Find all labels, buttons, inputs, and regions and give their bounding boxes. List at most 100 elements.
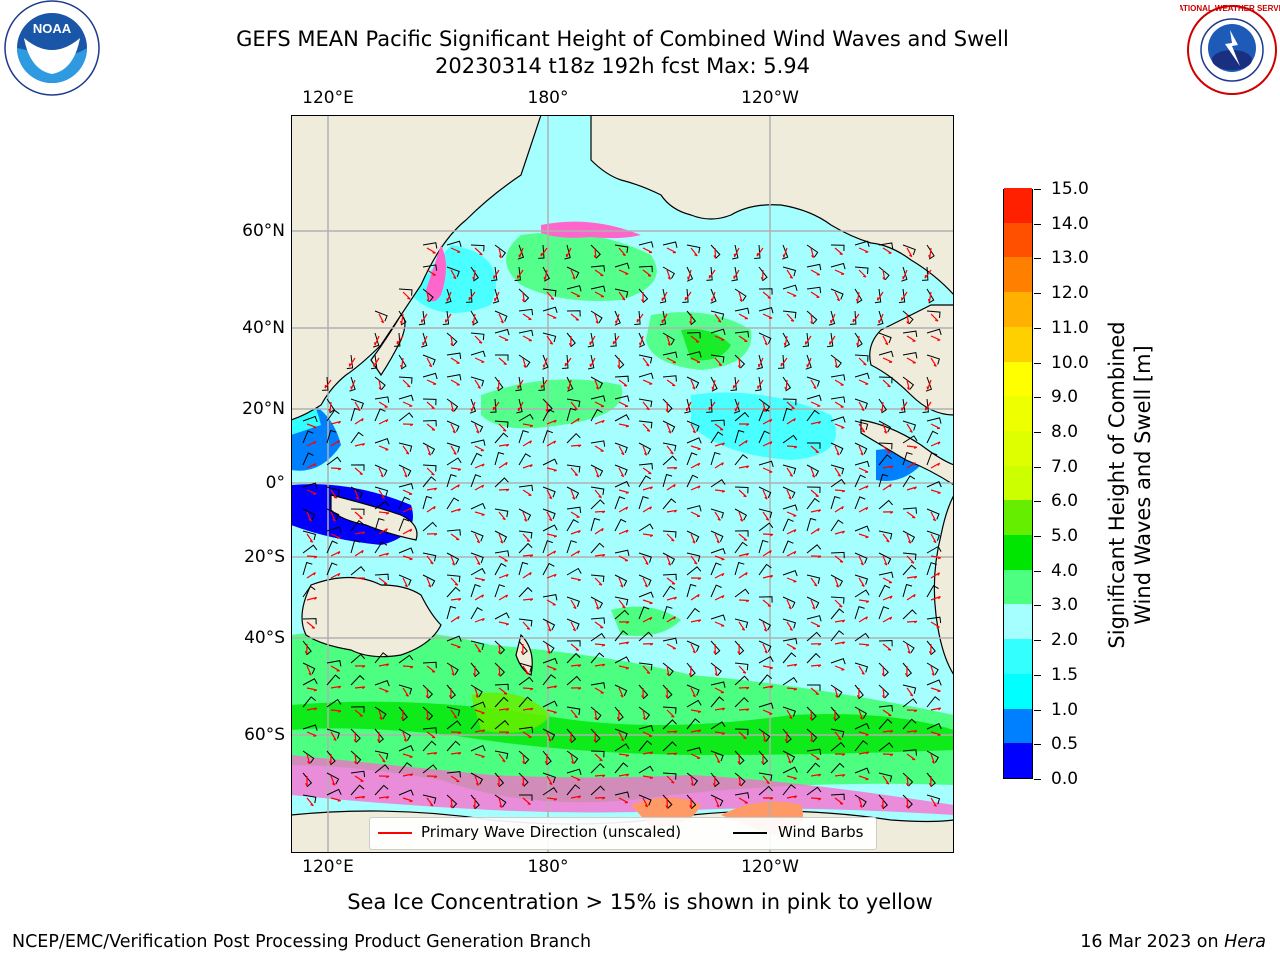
wind-barb	[446, 771, 461, 778]
wave-direction-arrow	[858, 751, 870, 755]
wave-direction-arrow	[690, 423, 697, 434]
wind-barb	[805, 354, 812, 370]
wave-direction-arrow	[810, 621, 821, 628]
wave-direction-arrow	[642, 751, 654, 755]
wave-direction-arrow	[906, 730, 918, 733]
wave-direction-arrow	[882, 247, 892, 254]
wave-direction-arrow	[426, 555, 434, 565]
wind-barb	[590, 517, 601, 532]
wave-direction-arrow	[904, 665, 908, 677]
wind-barb	[494, 310, 508, 322]
wave-direction-arrow	[738, 621, 746, 631]
wind-barb	[662, 794, 673, 809]
wave-direction-arrow	[522, 335, 533, 342]
wave-direction-arrow	[474, 484, 485, 491]
wave-direction-arrow	[858, 731, 869, 736]
wind-barb	[542, 618, 556, 631]
wind-barb	[494, 432, 509, 444]
chart-title: GEFS MEAN Pacific Significant Height of …	[236, 27, 1009, 51]
wind-barb	[638, 684, 649, 700]
wind-barb	[326, 728, 340, 739]
wave-direction-arrow	[474, 709, 485, 715]
wave-direction-arrow	[642, 467, 652, 475]
wind-barb	[566, 310, 581, 317]
wave-direction-arrow	[378, 663, 390, 667]
wave-direction-arrow	[666, 335, 671, 346]
wind-barb	[755, 376, 762, 392]
wind-barb	[566, 486, 580, 499]
wave-direction-arrow	[642, 247, 653, 254]
wave-direction-arrow	[402, 379, 411, 388]
wave-direction-arrow	[450, 775, 460, 783]
wind-barb	[542, 508, 556, 520]
wind-barb	[614, 288, 629, 298]
wave-direction-arrow	[305, 776, 308, 787]
colorbar-tick-label: 1.5	[1051, 664, 1079, 685]
wave-direction-arrow	[330, 420, 342, 425]
wave-direction-arrow	[714, 462, 724, 469]
wind-barb	[470, 502, 486, 510]
wind-barb	[758, 332, 772, 344]
wind-barb	[830, 762, 845, 774]
wind-barb	[374, 541, 388, 554]
colorbar-tick-label: 13.0	[1051, 248, 1089, 269]
wind-barb	[470, 567, 486, 576]
wave-direction-arrow	[570, 643, 580, 651]
colorbar-tick	[1034, 744, 1041, 746]
wind-barb	[806, 244, 819, 258]
wind-barb	[902, 583, 913, 598]
wind-barb	[398, 547, 414, 554]
wind-barb	[398, 464, 412, 477]
wind-barb	[830, 519, 844, 532]
wind-barb	[878, 772, 893, 782]
wave-direction-arrow	[306, 731, 317, 737]
wave-direction-arrow	[714, 489, 726, 493]
wind-barb	[446, 586, 461, 598]
wave-direction-arrow	[474, 555, 481, 566]
wind-barb	[445, 288, 452, 304]
wave-direction-arrow	[422, 335, 428, 346]
wind-barb	[491, 266, 498, 282]
wind-barb	[374, 396, 390, 403]
wind-barb	[518, 288, 530, 303]
wind-barb	[686, 662, 696, 678]
wind-barb	[926, 772, 936, 788]
wind-barb	[662, 351, 678, 358]
wave-direction-arrow	[834, 797, 844, 805]
footer-date-text: 16 Mar 2023 on	[1080, 932, 1225, 952]
wave-direction-arrow	[426, 269, 436, 276]
wave-direction-arrow	[448, 687, 452, 699]
wave-direction-arrow	[689, 797, 692, 809]
wind-barb	[662, 498, 677, 510]
wave-direction-arrow	[642, 533, 654, 537]
wind-barb	[926, 288, 935, 304]
wave-direction-arrow	[834, 269, 845, 275]
wind-barb	[922, 266, 929, 281]
wind-barb	[902, 507, 917, 514]
wind-barb	[614, 609, 630, 620]
wave-direction-arrow	[856, 335, 860, 347]
wave-direction-arrow	[834, 357, 838, 369]
wave-direction-arrow	[426, 247, 436, 254]
wind-barb	[902, 640, 915, 654]
wind-barb	[350, 784, 365, 796]
wave-direction-arrow	[402, 528, 413, 535]
wave-direction-arrow	[594, 599, 600, 610]
wind-barb	[470, 332, 485, 341]
wind-barb	[470, 310, 479, 326]
wave-direction-arrow	[882, 555, 888, 566]
wave-direction-arrow	[666, 357, 677, 364]
wind-barb	[398, 762, 413, 774]
wind-barb	[898, 288, 906, 304]
wave-direction-arrow	[882, 445, 891, 454]
wind-barb	[686, 640, 700, 652]
wave-direction-arrow	[470, 401, 476, 412]
wave-height-map	[291, 115, 954, 853]
wave-direction-arrow	[378, 489, 386, 499]
wind-barb	[830, 262, 846, 270]
wind-barb	[542, 540, 553, 554]
colorbar-tick	[1034, 536, 1041, 538]
wind-barb	[350, 519, 364, 532]
wind-barb	[326, 540, 338, 554]
wind-barb	[422, 354, 436, 366]
